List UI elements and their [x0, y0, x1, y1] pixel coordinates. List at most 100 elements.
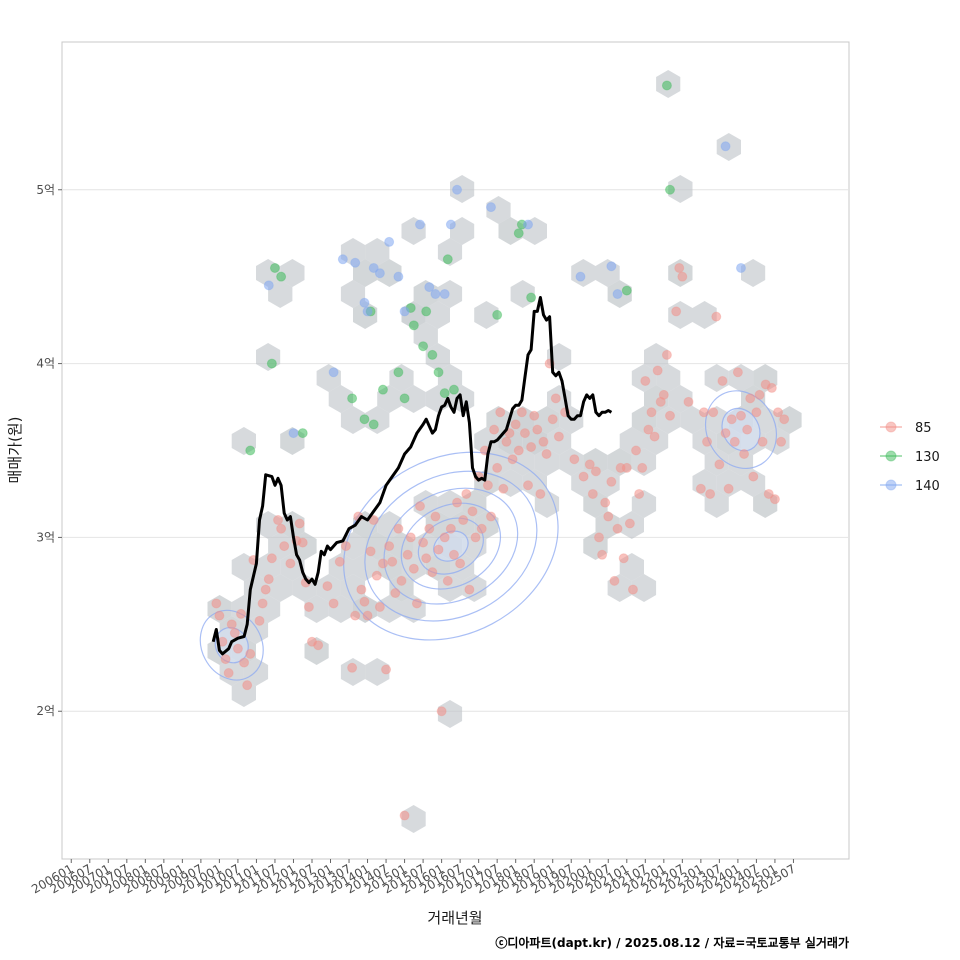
point-series-130	[269, 262, 280, 273]
point-series-85	[347, 662, 358, 673]
point-series-85	[236, 608, 247, 619]
point-series-85	[742, 424, 753, 435]
point-series-85	[683, 396, 694, 407]
density-contour	[383, 487, 519, 605]
point-series-85	[242, 680, 253, 691]
point-series-85	[587, 488, 598, 499]
point-series-85	[600, 497, 611, 508]
hexbin-cell	[656, 406, 681, 434]
hexbin-cell	[571, 259, 596, 287]
point-series-140	[452, 184, 463, 195]
point-series-85	[720, 428, 731, 439]
hexbin-cell	[644, 427, 669, 455]
point-series-85	[495, 407, 506, 418]
point-series-130	[368, 419, 379, 430]
hexbin-cell	[474, 301, 499, 329]
hexbin-cell	[340, 574, 366, 602]
points-layer	[211, 80, 790, 821]
hexbin-cell	[777, 406, 802, 434]
point-series-85	[711, 311, 722, 322]
hexbin-cell	[644, 343, 669, 371]
hexbin-cell	[498, 217, 523, 245]
point-series-85	[646, 407, 657, 418]
point-series-85	[377, 558, 388, 569]
hexbin-cell	[340, 406, 366, 434]
hexbin-cell	[401, 805, 426, 833]
point-series-85	[427, 567, 438, 578]
hexbin-cell	[631, 574, 657, 602]
point-series-85	[541, 448, 552, 459]
hexbin-cell	[583, 448, 608, 476]
hexbin-cell	[450, 217, 475, 245]
point-series-130	[526, 292, 537, 303]
point-series-85	[714, 459, 725, 470]
point-series-85	[516, 407, 527, 418]
density-contour	[199, 609, 264, 681]
hexbin-cell	[425, 343, 450, 371]
point-series-85	[245, 648, 256, 659]
hexbin-cell	[583, 490, 608, 518]
point-series-85	[732, 367, 743, 378]
point-series-85	[726, 414, 737, 425]
point-series-85	[470, 532, 481, 543]
legend-label: 85	[915, 421, 932, 436]
trend-line	[211, 296, 613, 656]
point-series-85	[266, 553, 277, 564]
hexbin-cell	[437, 280, 463, 308]
point-series-85	[371, 570, 382, 581]
point-series-85	[769, 494, 780, 505]
point-series-140	[415, 219, 426, 230]
point-series-85	[430, 511, 441, 522]
legend-label: 140	[915, 479, 940, 494]
point-series-85	[519, 428, 530, 439]
point-series-140	[424, 282, 435, 293]
point-series-85	[387, 556, 398, 567]
point-series-85	[381, 664, 392, 675]
hexbin-cell	[268, 280, 293, 308]
point-series-85	[334, 556, 345, 567]
point-series-85	[621, 462, 632, 473]
density-contour	[400, 502, 502, 590]
point-series-85	[773, 407, 784, 418]
hexbin-cell	[462, 574, 487, 602]
point-series-85	[285, 558, 296, 569]
hexbin-cell	[741, 469, 766, 497]
point-series-85	[362, 610, 373, 621]
hexbin-cell	[571, 469, 596, 497]
point-series-130	[297, 428, 308, 439]
point-series-85	[421, 553, 432, 564]
point-series-85	[322, 581, 333, 592]
point-series-130	[442, 254, 453, 265]
point-series-140	[359, 297, 370, 308]
point-series-85	[405, 532, 416, 543]
point-series-85	[643, 424, 654, 435]
point-series-85	[637, 462, 648, 473]
point-series-130	[621, 285, 632, 296]
legend-key-point	[885, 479, 897, 491]
density-contour	[364, 470, 538, 622]
caption: ⓒ디아파트(dapt.kr) / 2025.08.12 / 자료=국토교통부 실…	[495, 935, 849, 950]
point-series-140	[337, 254, 348, 265]
point-series-130	[427, 349, 438, 360]
point-series-85	[606, 476, 617, 487]
point-series-140	[263, 280, 274, 291]
point-series-85	[757, 436, 768, 447]
point-series-130	[266, 358, 277, 369]
hexbin-cell	[340, 532, 366, 560]
point-series-85	[452, 497, 463, 508]
point-series-85	[461, 488, 472, 499]
point-series-85	[303, 601, 314, 612]
point-series-85	[553, 431, 564, 442]
hexbin-cell	[741, 259, 766, 287]
hexbin-cell	[413, 322, 438, 350]
point-series-140	[430, 289, 441, 300]
point-series-85	[356, 584, 367, 595]
point-series-140	[575, 271, 586, 282]
point-series-85	[658, 389, 669, 400]
point-series-85	[513, 445, 524, 456]
point-series-85	[751, 407, 762, 418]
point-series-85	[442, 575, 453, 586]
y-tick-label: 5억	[36, 183, 55, 197]
legend-label: 130	[915, 450, 940, 465]
